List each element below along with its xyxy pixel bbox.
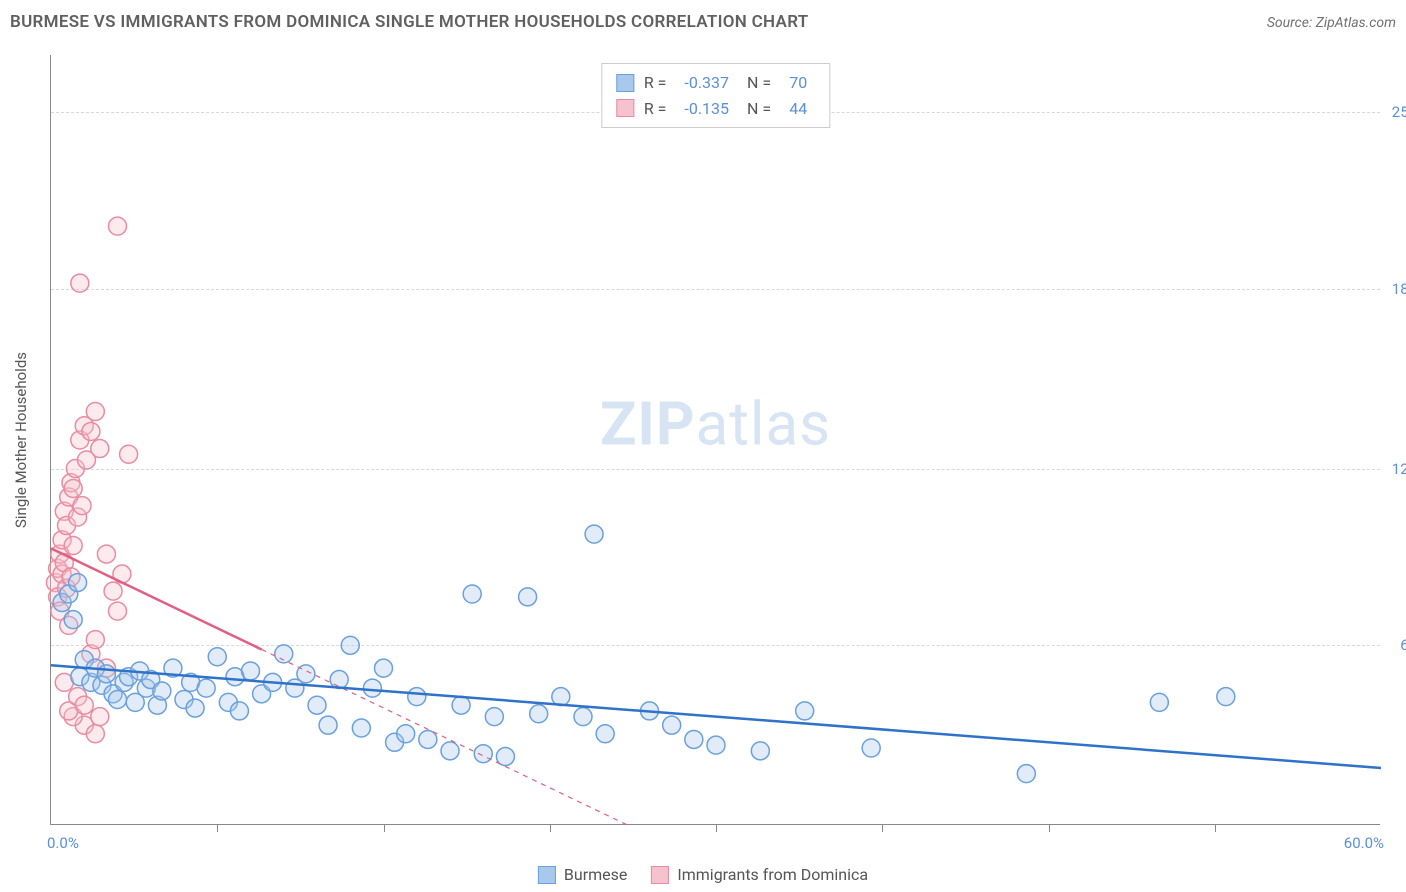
- chart-title: BURMESE VS IMMIGRANTS FROM DOMINICA SING…: [10, 12, 809, 32]
- data-point: [71, 274, 89, 292]
- n-label: N =: [747, 96, 771, 122]
- data-point: [441, 742, 459, 760]
- data-point: [408, 688, 426, 706]
- data-point: [82, 422, 100, 440]
- data-point: [419, 730, 437, 748]
- plot-area: Single Mother Households ZIPatlas 6.3%12…: [50, 55, 1380, 825]
- legend-item-burmese: Burmese: [538, 865, 627, 884]
- data-point: [308, 696, 326, 714]
- data-point: [109, 217, 127, 235]
- stats-row-burmese: R = -0.337 N = 70: [616, 70, 815, 96]
- data-point: [862, 739, 880, 757]
- data-point: [242, 662, 260, 680]
- x-axis-max-label: 60.0%: [1344, 834, 1384, 852]
- data-point: [91, 708, 109, 726]
- bottom-legend: Burmese Immigrants from Dominica: [538, 865, 868, 884]
- data-point: [97, 665, 115, 683]
- data-point: [474, 745, 492, 763]
- swatch-burmese: [538, 866, 556, 884]
- data-point: [375, 659, 393, 677]
- n-value-dominica: 44: [789, 96, 807, 122]
- data-point: [796, 702, 814, 720]
- data-point: [97, 545, 115, 563]
- data-point: [86, 402, 104, 420]
- r-label: R =: [644, 70, 667, 96]
- x-tick: [1049, 824, 1050, 832]
- y-tick-label: 18.8%: [1384, 280, 1406, 298]
- data-point: [64, 537, 82, 555]
- x-tick: [716, 824, 717, 832]
- source-attribution: Source: ZipAtlas.com: [1267, 15, 1396, 31]
- data-point: [69, 574, 87, 592]
- data-point: [73, 497, 91, 515]
- r-value-dominica: -0.135: [684, 96, 729, 122]
- data-point: [153, 682, 171, 700]
- swatch-dominica: [651, 866, 669, 884]
- data-point: [341, 636, 359, 654]
- data-point: [485, 708, 503, 726]
- data-point: [530, 705, 548, 723]
- data-point: [751, 742, 769, 760]
- scatter-svg: [51, 55, 1380, 824]
- data-point: [1017, 765, 1035, 783]
- y-tick-label: 12.5%: [1384, 460, 1406, 478]
- data-point: [685, 730, 703, 748]
- legend-label-burmese: Burmese: [564, 865, 627, 884]
- data-point: [663, 716, 681, 734]
- data-point: [120, 445, 138, 463]
- trend-line-dashed: [262, 649, 628, 825]
- data-point: [86, 725, 104, 743]
- data-point: [452, 696, 470, 714]
- data-point: [519, 588, 537, 606]
- legend-item-dominica: Immigrants from Dominica: [651, 865, 868, 884]
- data-point: [91, 440, 109, 458]
- data-point: [109, 602, 127, 620]
- data-point: [64, 479, 82, 497]
- data-point: [397, 725, 415, 743]
- data-point: [363, 679, 381, 697]
- y-axis-title: Single Mother Households: [12, 351, 30, 527]
- data-point: [109, 691, 127, 709]
- trend-line-solid: [51, 548, 262, 649]
- swatch-burmese: [616, 74, 634, 92]
- data-point: [352, 719, 370, 737]
- data-point: [208, 648, 226, 666]
- swatch-dominica: [616, 99, 634, 117]
- r-label: R =: [644, 96, 667, 122]
- chart-container: BURMESE VS IMMIGRANTS FROM DOMINICA SING…: [0, 0, 1406, 892]
- x-axis-min-label: 0.0%: [47, 834, 79, 852]
- stats-legend: R = -0.337 N = 70 R = -0.135 N = 44: [601, 63, 830, 128]
- data-point: [197, 679, 215, 697]
- data-point: [86, 631, 104, 649]
- x-tick: [384, 824, 385, 832]
- x-tick: [550, 824, 551, 832]
- x-tick: [882, 824, 883, 832]
- n-value-burmese: 70: [789, 70, 807, 96]
- data-point: [463, 585, 481, 603]
- n-label: N =: [747, 70, 771, 96]
- title-bar: BURMESE VS IMMIGRANTS FROM DOMINICA SING…: [10, 12, 1396, 32]
- data-point: [585, 525, 603, 543]
- r-value-burmese: -0.337: [684, 70, 729, 96]
- data-point: [1217, 688, 1235, 706]
- x-tick: [1215, 824, 1216, 832]
- data-point: [230, 702, 248, 720]
- legend-label-dominica: Immigrants from Dominica: [677, 865, 868, 884]
- data-point: [64, 611, 82, 629]
- y-tick-label: 6.3%: [1384, 636, 1406, 654]
- data-point: [574, 708, 592, 726]
- data-point: [104, 582, 122, 600]
- x-tick: [217, 824, 218, 832]
- data-point: [319, 716, 337, 734]
- data-point: [1150, 693, 1168, 711]
- data-point: [75, 696, 93, 714]
- data-point: [596, 725, 614, 743]
- stats-row-dominica: R = -0.135 N = 44: [616, 96, 815, 122]
- data-point: [707, 736, 725, 754]
- y-tick-label: 25.0%: [1384, 103, 1406, 121]
- data-point: [186, 699, 204, 717]
